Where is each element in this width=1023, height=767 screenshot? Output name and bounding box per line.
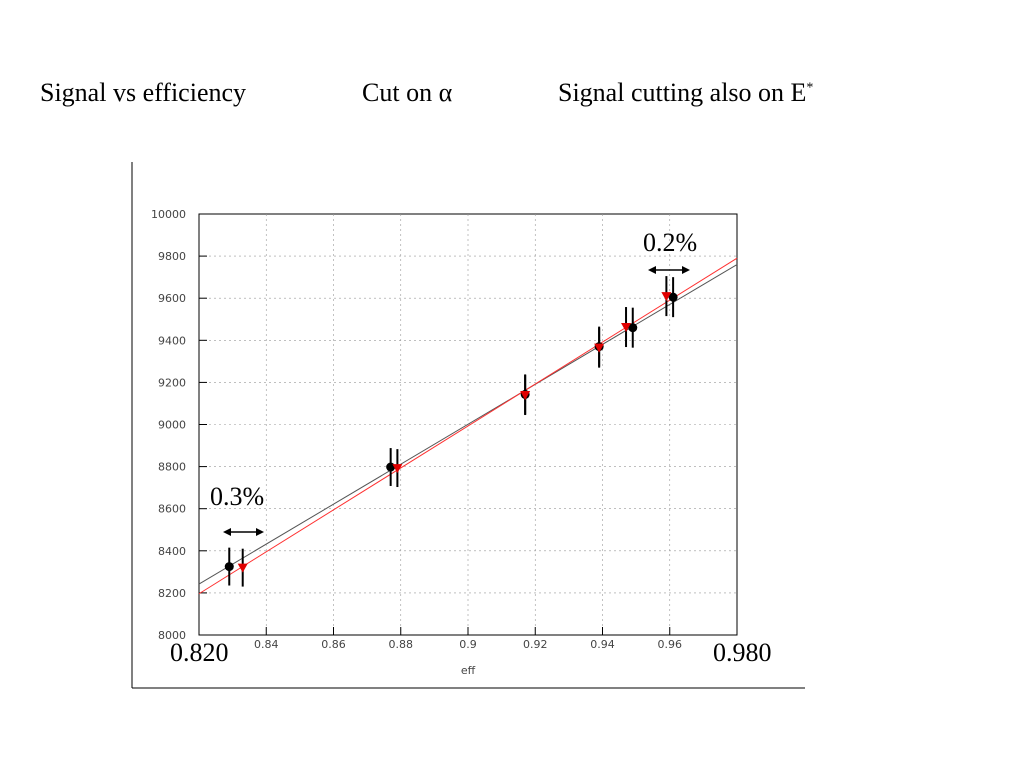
slide-title-signal-cutting: Signal cutting also on E* [558, 78, 813, 108]
data-point-black [386, 462, 396, 472]
data-point-red [594, 343, 605, 353]
fit-line-black [198, 264, 738, 585]
slide-title-signal-vs-efficiency: Signal vs efficiency [40, 78, 247, 107]
slide-title-superscript: * [806, 80, 814, 96]
data-point-black [628, 323, 638, 333]
y-tick-label: 8400 [158, 545, 186, 558]
data-point-red [237, 563, 248, 573]
data-point-red [392, 464, 403, 474]
x-axis-label: eff [461, 664, 476, 677]
fit-layer [198, 257, 738, 595]
x-tick-label: 0.94 [590, 638, 615, 651]
x-tick-label: 0.88 [389, 638, 414, 651]
y-tick-label: 9000 [158, 419, 186, 432]
data-point-red [621, 323, 632, 333]
y-tick-label: 8200 [158, 587, 186, 600]
y-tick-label: 9400 [158, 334, 186, 347]
x-tick-label: 0.96 [658, 638, 683, 651]
tick-layer: 0.84 0.86 0.88 0.9 0.92 0.94 0.96 8000 8200 8400 8… [151, 208, 682, 651]
double-arrow-left [223, 528, 264, 536]
y-tick-label: 9800 [158, 250, 186, 263]
point-layer [224, 276, 678, 587]
x-tick-label: 0.92 [523, 638, 548, 651]
x-tick-label: 0.84 [254, 638, 279, 651]
double-arrow-right [648, 266, 690, 274]
y-tick-label: 9600 [158, 292, 186, 305]
slide-title-signal-cutting-text: Signal cutting also on E [558, 78, 807, 107]
slide-title-cut-on-alpha: Cut on α [362, 78, 453, 107]
y-tick-label: 10000 [151, 208, 186, 221]
data-point-black [668, 292, 678, 302]
y-tick-label: 8600 [158, 503, 186, 516]
annotation-left-percent: 0.3% [210, 482, 264, 511]
y-tick-label: 8800 [158, 461, 186, 474]
data-point-red [661, 292, 672, 302]
y-tick-label: 8000 [158, 629, 186, 642]
fit-line-red [198, 257, 738, 595]
x-max-label: 0.980 [713, 638, 772, 667]
grid-layer [199, 214, 737, 635]
data-point-black [224, 562, 234, 572]
annotation-right-percent: 0.2% [643, 228, 697, 257]
x-min-label: 0.820 [170, 638, 229, 667]
data-point-red [520, 391, 531, 401]
x-tick-label: 0.9 [459, 638, 477, 651]
x-tick-label: 0.86 [321, 638, 346, 651]
y-tick-label: 9200 [158, 376, 186, 389]
